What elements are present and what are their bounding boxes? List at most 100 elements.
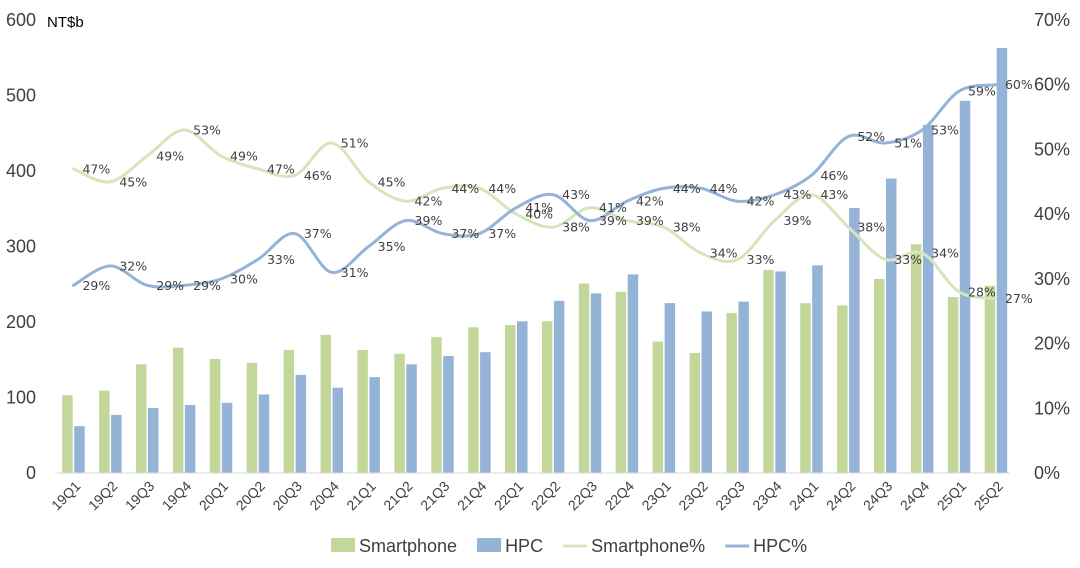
legend-item-smartphone: Smartphone	[331, 536, 457, 556]
hpc-pct-label: 31%	[341, 265, 369, 280]
hpc-pct-label: 33%	[267, 252, 295, 267]
x-tick-label: 21Q4	[454, 478, 490, 514]
hpc-bar	[258, 394, 270, 473]
smartphone-pct-label: 34%	[931, 245, 959, 260]
hpc-pct-label: 35%	[378, 239, 406, 254]
smartphone-bar	[320, 334, 331, 473]
percent-label-layer: 47% 45% 49% 53% 49% 47% 46% 51% 45% 42% 44% 44% 40% 3…	[82, 77, 1032, 306]
smartphone-bar	[874, 278, 885, 473]
smartphone-pct-label: 42%	[415, 194, 443, 209]
smartphone-pct-label: 33%	[894, 252, 922, 267]
x-tick-label: 19Q4	[159, 478, 195, 514]
smartphone-bar	[947, 297, 959, 473]
x-tick-label: 19Q1	[48, 478, 84, 514]
hpc-pct-label: 44%	[673, 181, 701, 196]
legend: Smartphone HPC Smartphone% HPC%	[331, 536, 807, 556]
right-y-tick-label: 60%	[1034, 75, 1070, 95]
smartphone-pct-label: 28%	[968, 284, 996, 299]
hpc-bar	[775, 271, 786, 473]
smartphone-bar	[652, 341, 664, 473]
smartphone-pct-label: 43%	[820, 187, 848, 202]
hpc-bar	[627, 274, 639, 473]
hpc-pct-label: 39%	[599, 213, 627, 228]
hpc-pct-label: 59%	[968, 84, 996, 99]
hpc-bar	[443, 355, 454, 473]
hpc-pct-label: 52%	[857, 129, 885, 144]
hpc-bar	[480, 352, 491, 473]
smartphone-bar	[615, 291, 627, 473]
hpc-bar	[295, 374, 307, 473]
smartphone-bar	[468, 327, 479, 473]
left-y-tick-label: 300	[6, 237, 36, 257]
hpc-pct-label: 39%	[415, 213, 443, 228]
hpc-bar	[74, 426, 85, 473]
hpc-bar	[553, 300, 565, 473]
right-y-tick-label: 70%	[1034, 10, 1070, 30]
smartphone-pct-label: 53%	[193, 123, 221, 138]
x-tick-label: 21Q1	[343, 478, 379, 514]
smartphone-bar	[209, 359, 221, 473]
legend-swatch	[477, 538, 502, 552]
smartphone-bar	[283, 349, 295, 473]
x-tick-label: 21Q2	[380, 478, 416, 514]
smartphone-pct-label: 46%	[304, 168, 332, 183]
hpc-pct-label: 30%	[230, 271, 258, 286]
hpc-bar	[701, 311, 712, 473]
x-tick-label: 22Q2	[528, 478, 564, 514]
x-tick-label: 19Q2	[85, 478, 121, 514]
x-tick-label: 24Q3	[860, 478, 896, 514]
smartphone-bar	[800, 303, 811, 474]
legend-item-hpc: HPC	[477, 536, 543, 556]
left-y-tick-label: 200	[6, 312, 36, 332]
hpc-pct-label: 44%	[710, 181, 738, 196]
smartphone-pct-label: 45%	[119, 174, 147, 189]
x-tick-label: 24Q4	[897, 478, 933, 514]
hpc-bar	[148, 408, 159, 473]
x-tick-label: 20Q1	[196, 478, 232, 514]
hpc-pct-label: 29%	[156, 278, 184, 293]
smartphone-pct-label: 33%	[747, 252, 775, 267]
right-y-tick-label: 0%	[1034, 463, 1060, 483]
hpc-pct-label: 29%	[82, 278, 110, 293]
hpc-bar	[664, 303, 676, 474]
smartphone-bar	[357, 349, 368, 473]
x-tick-label: 23Q3	[712, 478, 748, 514]
hpc-pct-label: 37%	[451, 226, 479, 241]
hpc-bar	[849, 208, 860, 473]
hpc-pct-label: 43%	[784, 187, 812, 202]
hpc-bar	[184, 405, 196, 473]
smartphone-bar	[172, 347, 184, 473]
smartphone-bar	[394, 353, 405, 473]
x-tick-label: 22Q3	[565, 478, 601, 514]
smartphone-bar	[62, 395, 73, 473]
hpc-bar	[812, 265, 823, 474]
left-y-tick-label: 100	[6, 388, 36, 408]
right-y-tick-label: 30%	[1034, 269, 1070, 289]
left-y-tick-label: 400	[6, 161, 36, 181]
smartphone-pct-label: 34%	[710, 245, 738, 260]
legend-label: Smartphone	[359, 536, 457, 556]
smartphone-pct-label: 49%	[230, 148, 258, 163]
hpc-bar	[959, 100, 971, 473]
hpc-bar	[221, 402, 233, 473]
smartphone-pct-label: 44%	[451, 181, 479, 196]
hpc-pct-label: 46%	[820, 168, 848, 183]
hpc-pct-label: 37%	[488, 226, 516, 241]
hpc-pct-label: 41%	[525, 200, 553, 215]
smartphone-bar	[246, 362, 258, 473]
hpc-bar	[996, 47, 1008, 473]
line-layer	[71, 83, 998, 300]
hpc-pct-label: 60%	[1005, 77, 1033, 92]
smartphone-pct-label: 38%	[562, 220, 590, 235]
hpc-pct-label: 29%	[193, 278, 221, 293]
smartphone-bar	[910, 244, 922, 473]
hpc-pct-label: 43%	[562, 187, 590, 202]
legend-item-smartphone: Smartphone%	[563, 536, 705, 556]
left-y-tick-label: 500	[6, 86, 36, 106]
smartphone-bar	[578, 283, 590, 473]
smartphone-pct-label: 39%	[784, 213, 812, 228]
legend-label: Smartphone%	[591, 536, 705, 556]
hpc-pct-label: 37%	[304, 226, 332, 241]
x-axis: 19Q1 19Q2 19Q3 19Q4 20Q1 20Q2 20Q3 20Q4 21Q1 21Q2…	[48, 478, 1006, 514]
